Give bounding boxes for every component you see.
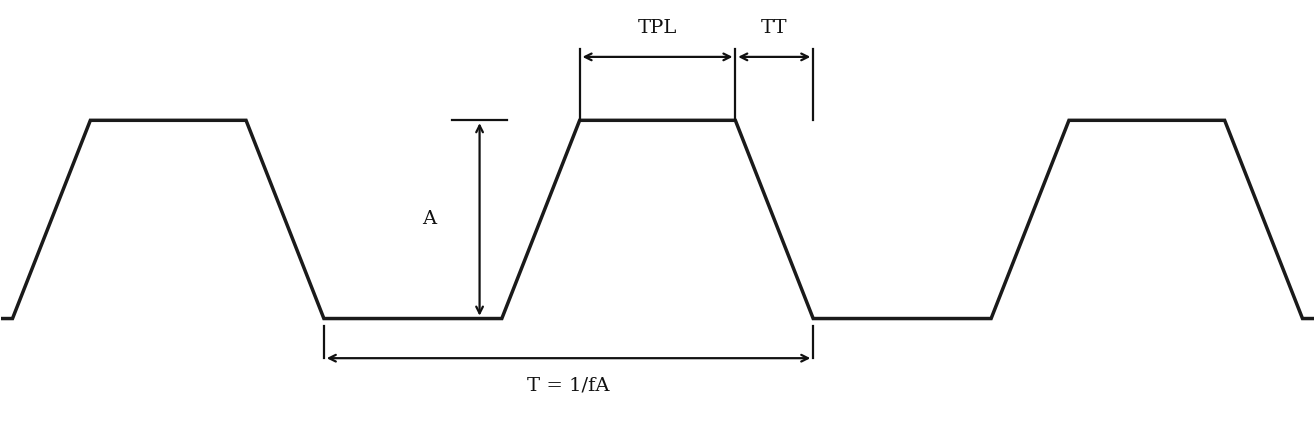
Text: T = 1/fA: T = 1/fA [527,376,610,394]
Text: TPL: TPL [638,19,677,37]
Text: TT: TT [761,19,788,37]
Text: A: A [422,210,437,228]
